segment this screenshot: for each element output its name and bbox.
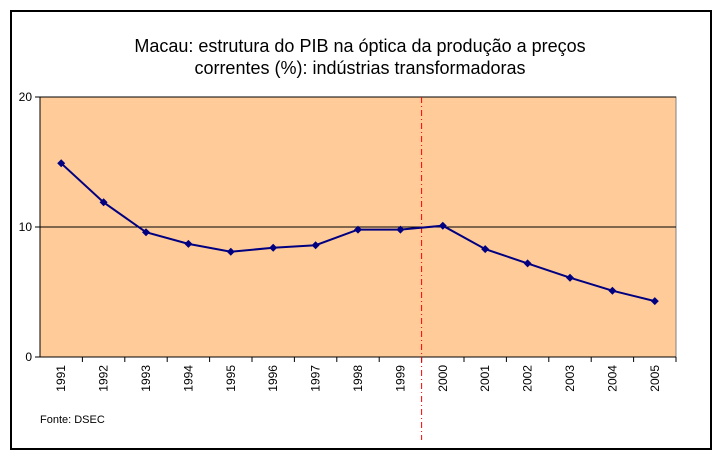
marker: [396, 225, 405, 234]
marker: [523, 259, 532, 268]
y-tick-label: 10: [19, 220, 33, 234]
x-tick-label: 1998: [351, 365, 365, 392]
marker: [269, 243, 278, 252]
x-tick-label: 2001: [478, 365, 492, 392]
x-tick-label: 2003: [563, 365, 577, 392]
x-tick-label: 1997: [309, 365, 323, 392]
x-tick-label: 1999: [393, 365, 407, 392]
marker: [99, 198, 108, 207]
x-tick-label: 1991: [54, 365, 68, 392]
marker: [184, 239, 193, 248]
x-tick-label: 2004: [605, 365, 619, 392]
marker: [481, 245, 490, 254]
marker: [57, 159, 66, 168]
marker: [226, 247, 235, 256]
x-tick-label: 1996: [266, 365, 280, 392]
x-tick-label: 1994: [181, 365, 195, 392]
marker: [650, 297, 659, 306]
x-tick-label: 1992: [97, 365, 111, 392]
marker: [311, 241, 320, 250]
marker: [566, 273, 574, 282]
y-tick-label: 20: [19, 90, 33, 104]
x-tick-label: 2005: [648, 365, 662, 392]
marker: [608, 286, 617, 295]
marker: [354, 225, 362, 234]
chart-title: Macau: estrutura do PIB na óptica da pro…: [134, 36, 585, 78]
source: Fonte: DSEC: [40, 414, 105, 426]
x-tick-label: 2002: [521, 365, 535, 392]
x-tick-label: 2000: [436, 365, 450, 392]
marker: [438, 221, 447, 230]
marker: [142, 228, 150, 237]
x-tick-label: 1995: [224, 365, 238, 392]
y-tick-label: 0: [25, 350, 32, 364]
x-tick-label: 1993: [139, 365, 153, 392]
